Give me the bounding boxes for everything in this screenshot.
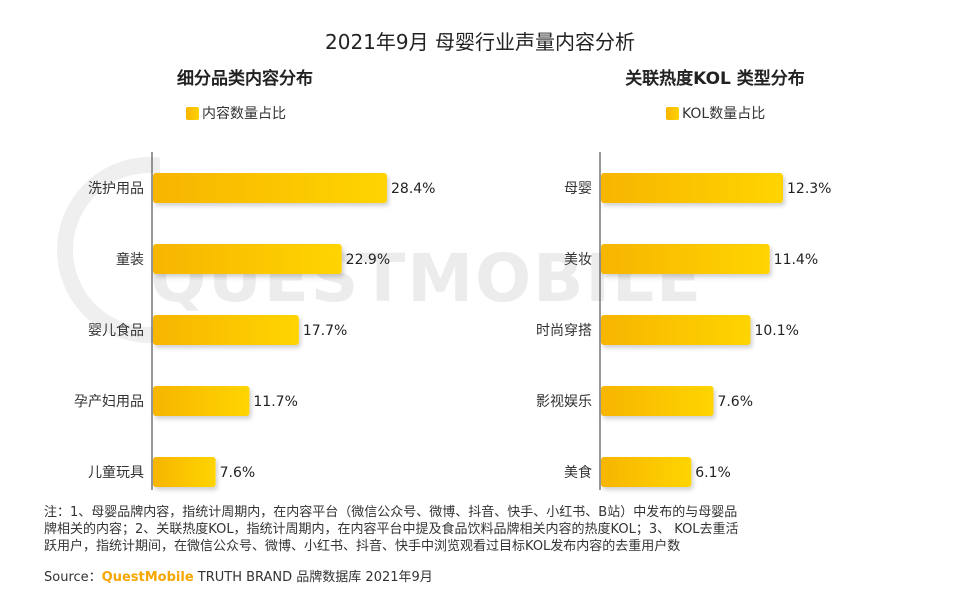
source-label: Source： — [44, 570, 102, 585]
value-label-3: 10.1% — [754, 323, 798, 339]
value-label-2: 11.4% — [774, 252, 818, 268]
footnote-line-3: 跃用户，指统计期间，在微信公众号、微博、小红书、抖音、快手中浏览观看过目标KOL… — [44, 539, 681, 554]
left-legend-label: 内容数量占比 — [202, 106, 286, 122]
left-legend-swatch — [186, 106, 199, 120]
value-label-2: 22.9% — [346, 252, 390, 268]
value-label-4: 7.6% — [717, 394, 753, 410]
source-rest: TRUTH BRAND 品牌数据库 2021年9月 — [193, 570, 433, 585]
value-label-5: 6.1% — [695, 465, 731, 481]
bar-1 — [601, 173, 783, 203]
right-legend-label: KOL数量占比 — [682, 106, 766, 122]
left-chart-title: 细分品类内容分布 — [177, 69, 313, 89]
right-chart-title: 关联热度KOL 类型分布 — [625, 69, 805, 89]
category-label-4: 影视娱乐 — [536, 394, 592, 410]
page-title: 2021年9月 母婴行业声量内容分析 — [325, 30, 635, 54]
bar-3 — [153, 315, 299, 345]
footnote-line-2: 牌相关的内容；2、关联热度KOL，指统计周期内，在内容平台中提及食品饮料品牌相关… — [44, 522, 739, 537]
right-legend: KOL数量占比 — [666, 103, 765, 123]
value-label-5: 7.6% — [220, 465, 256, 481]
source-brand: QuestMobile — [101, 570, 194, 585]
category-label-5: 儿童玩具 — [88, 464, 144, 481]
value-label-3: 17.7% — [303, 323, 347, 339]
category-label-1: 母婴 — [564, 181, 592, 197]
bar-4 — [601, 386, 714, 416]
value-label-1: 28.4% — [391, 181, 435, 197]
bar-5 — [153, 457, 216, 487]
category-label-3: 时尚穿搭 — [536, 323, 592, 339]
left-bar-chart: 洗护用品 28.4% 童装 22.9% 婴儿食品 17.7% 孕产妇用品 11.7% 儿童玩具 7… — [74, 152, 435, 490]
category-label-2: 美妆 — [564, 252, 592, 268]
category-label-2: 童装 — [116, 251, 144, 268]
value-label-4: 11.7% — [253, 394, 297, 410]
bar-4 — [153, 386, 250, 416]
category-label-3: 婴儿食品 — [88, 322, 144, 339]
right-legend-swatch — [666, 106, 679, 120]
footnote: 注：1、母婴品牌内容，指统计周期内，在内容平台（微信公众号、微博、抖音、快手、小… — [44, 504, 924, 555]
right-bar-chart: 母婴 12.3% 美妆 11.4% 时尚穿搭 10.1% 影视娱乐 7.6% 美食 6.1% — [536, 152, 831, 490]
bar-5 — [601, 457, 692, 487]
category-label-1: 洗护用品 — [88, 181, 144, 197]
value-label-1: 12.3% — [787, 181, 831, 197]
category-label-5: 美食 — [564, 464, 592, 481]
left-legend: 内容数量占比 — [186, 103, 286, 123]
bar-3 — [601, 315, 751, 345]
category-label-4: 孕产妇用品 — [74, 393, 144, 410]
bar-1 — [153, 173, 387, 203]
source-line: Source：QuestMobile TRUTH BRAND 品牌数据库 202… — [44, 566, 433, 585]
bar-2 — [153, 244, 342, 274]
footnote-line-1: 注：1、母婴品牌内容，指统计周期内，在内容平台（微信公众号、微博、抖音、快手、小… — [44, 505, 738, 520]
bar-2 — [601, 244, 770, 274]
watermark-logo-arc — [57, 157, 160, 343]
